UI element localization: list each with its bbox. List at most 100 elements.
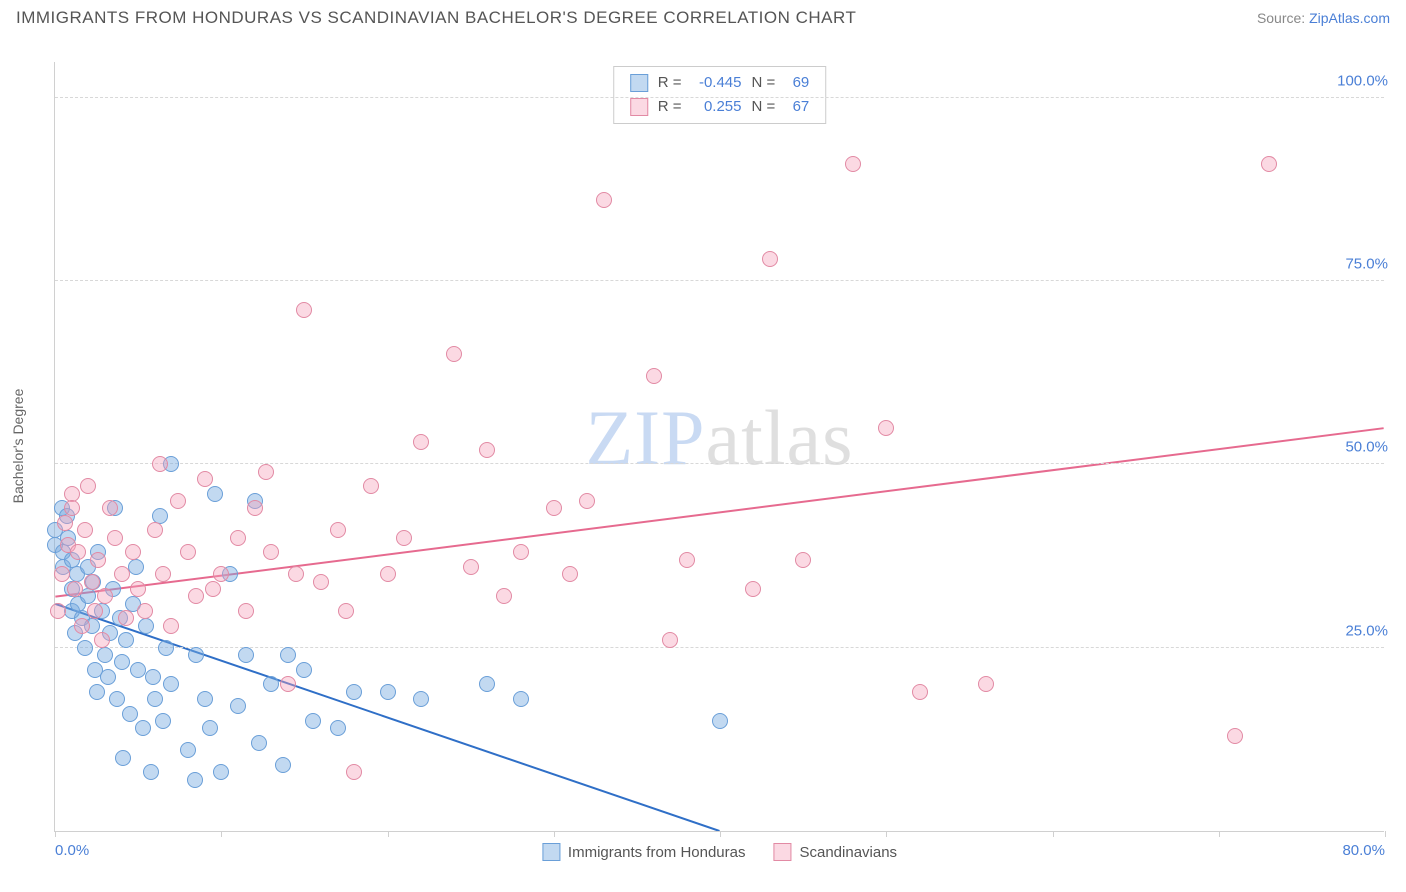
data-point	[205, 581, 221, 597]
data-point	[77, 640, 93, 656]
data-point	[230, 698, 246, 714]
data-point	[135, 720, 151, 736]
y-tick-label: 25.0%	[1339, 622, 1388, 639]
data-point	[130, 581, 146, 597]
data-point	[130, 662, 146, 678]
data-point	[238, 647, 254, 663]
data-point	[330, 522, 346, 538]
data-point	[187, 772, 203, 788]
y-axis-title: Bachelor's Degree	[10, 389, 26, 504]
data-point	[125, 544, 141, 560]
data-point	[109, 691, 125, 707]
data-point	[346, 764, 362, 780]
data-point	[77, 522, 93, 538]
data-point	[114, 654, 130, 670]
data-point	[513, 691, 529, 707]
data-point	[795, 552, 811, 568]
data-point	[87, 603, 103, 619]
data-point	[330, 720, 346, 736]
source-link[interactable]: ZipAtlas.com	[1309, 10, 1390, 26]
y-tick-label: 75.0%	[1339, 256, 1388, 273]
data-point	[251, 735, 267, 751]
data-point	[147, 522, 163, 538]
x-tick	[1053, 831, 1054, 837]
stats-row-0: R = -0.445 N = 69	[630, 71, 810, 95]
data-point	[978, 676, 994, 692]
x-tick	[554, 831, 555, 837]
data-point	[57, 515, 73, 531]
x-tick-label: 80.0%	[1342, 842, 1385, 859]
data-point	[247, 500, 263, 516]
data-point	[213, 566, 229, 582]
data-point	[50, 603, 66, 619]
data-point	[128, 559, 144, 575]
data-point	[280, 676, 296, 692]
x-tick	[1219, 831, 1220, 837]
swatch-series-0	[630, 74, 648, 92]
watermark-pre: ZIP	[586, 394, 706, 481]
y-tick-label: 100.0%	[1331, 72, 1388, 89]
data-point	[413, 434, 429, 450]
gridline	[55, 97, 1384, 98]
chart-area: ZIPatlas R = -0.445 N = 69 R = 0.255 N =…	[54, 62, 1384, 832]
x-tick	[886, 831, 887, 837]
legend-label-0: Immigrants from Honduras	[568, 844, 746, 861]
gridline	[55, 280, 1384, 281]
data-point	[115, 750, 131, 766]
data-point	[138, 618, 154, 634]
data-point	[579, 493, 595, 509]
data-point	[513, 544, 529, 560]
data-point	[679, 552, 695, 568]
data-point	[596, 192, 612, 208]
n-label-0: N =	[752, 71, 776, 95]
data-point	[90, 552, 106, 568]
data-point	[263, 676, 279, 692]
n-value-1: 67	[785, 95, 809, 119]
data-point	[54, 566, 70, 582]
data-point	[118, 610, 134, 626]
x-tick	[1385, 831, 1386, 837]
legend-item-0: Immigrants from Honduras	[542, 843, 746, 861]
data-point	[413, 691, 429, 707]
x-tick	[388, 831, 389, 837]
data-point	[67, 581, 83, 597]
data-point	[143, 764, 159, 780]
data-point	[107, 530, 123, 546]
data-point	[97, 647, 113, 663]
data-point	[280, 647, 296, 663]
data-point	[745, 581, 761, 597]
data-point	[380, 684, 396, 700]
data-point	[313, 574, 329, 590]
legend-label-1: Scandinavians	[799, 844, 897, 861]
x-tick-label: 0.0%	[55, 842, 89, 859]
data-point	[155, 566, 171, 582]
data-point	[338, 603, 354, 619]
data-point	[170, 493, 186, 509]
data-point	[97, 588, 113, 604]
chart-title: IMMIGRANTS FROM HONDURAS VS SCANDINAVIAN…	[16, 8, 856, 28]
data-point	[646, 368, 662, 384]
data-point	[163, 676, 179, 692]
data-point	[363, 478, 379, 494]
x-tick	[55, 831, 56, 837]
data-point	[1227, 728, 1243, 744]
data-point	[80, 478, 96, 494]
data-point	[230, 530, 246, 546]
data-point	[84, 574, 100, 590]
data-point	[346, 684, 362, 700]
stats-box: R = -0.445 N = 69 R = 0.255 N = 67	[613, 66, 827, 124]
data-point	[562, 566, 578, 582]
data-point	[213, 764, 229, 780]
data-point	[158, 640, 174, 656]
data-point	[479, 676, 495, 692]
r-value-1: 0.255	[692, 95, 742, 119]
watermark-post: atlas	[706, 394, 854, 481]
legend-item-1: Scandinavians	[773, 843, 897, 861]
r-label-0: R =	[658, 71, 682, 95]
data-point	[380, 566, 396, 582]
data-point	[296, 302, 312, 318]
data-point	[463, 559, 479, 575]
legend-swatch-1	[773, 843, 791, 861]
data-point	[89, 684, 105, 700]
data-point	[912, 684, 928, 700]
